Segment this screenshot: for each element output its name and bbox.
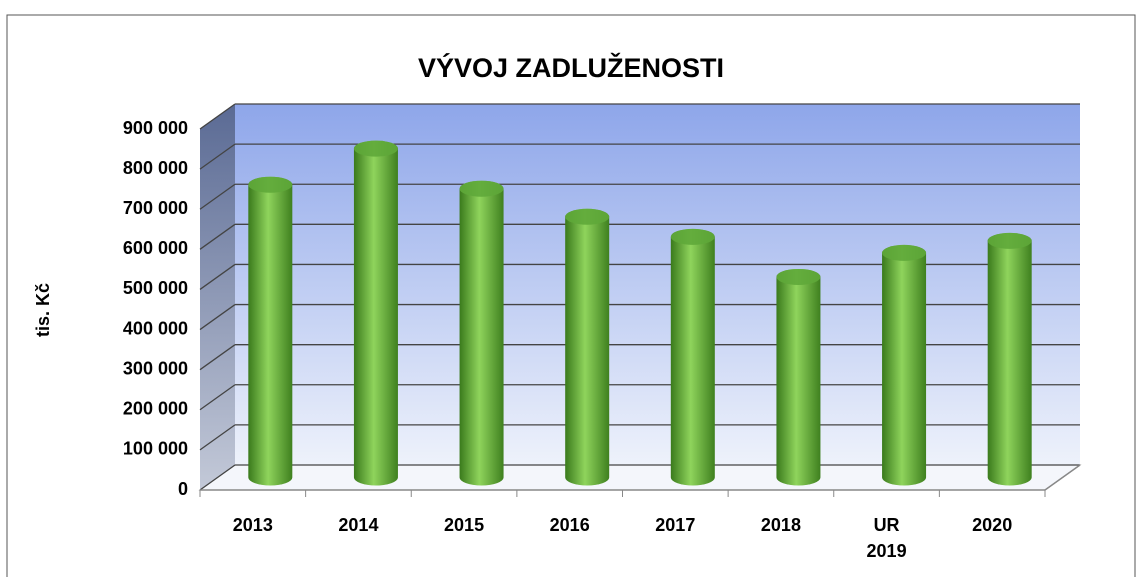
bar-top: [353, 140, 398, 157]
grid-line-side: [199, 263, 236, 290]
frame: [6, 14, 1136, 577]
y-tick-label: 500 000: [123, 278, 188, 298]
grid-line-side: [199, 424, 236, 451]
bar-top: [776, 268, 821, 285]
bar: [248, 176, 293, 486]
x-tick-label: 2018: [760, 515, 801, 535]
y-tick-label: 100 000: [123, 439, 188, 459]
bar-top: [882, 244, 927, 261]
bar-top: [248, 176, 293, 193]
grid-line-side: [199, 103, 236, 130]
x-tick-label: 2015: [444, 515, 485, 535]
grid-line-side: [199, 143, 236, 170]
y-axis-label: tis. Kč: [33, 283, 53, 337]
y-tick-label: 400 000: [123, 318, 188, 338]
side-wall: [200, 104, 235, 490]
floor: [198, 464, 1082, 491]
chart-title: VÝVOJ ZADLUŽENOSTI: [418, 52, 724, 83]
x-tick-label: 2020: [972, 515, 1013, 535]
y-tick-label: 200 000: [123, 399, 188, 419]
y-tick-label: 300 000: [123, 358, 188, 378]
grid-line-side: [199, 223, 236, 250]
grid-line-side: [199, 384, 236, 411]
back-wall: [235, 104, 1080, 465]
grid-line-side: [199, 344, 236, 371]
y-tick-label: 700 000: [123, 198, 188, 218]
x-tick-label: UR 2019: [866, 515, 907, 561]
x-tick-label: 2017: [655, 515, 696, 535]
bar: [459, 180, 504, 486]
bar-top: [459, 180, 504, 197]
x-tick-label: 2013: [232, 515, 273, 535]
bar-top: [670, 228, 715, 245]
x-tick-label: 2016: [549, 515, 590, 535]
bar: [987, 232, 1032, 486]
y-tick-label: 900 000: [123, 118, 188, 138]
bar-top: [565, 208, 610, 225]
bar: [670, 228, 715, 486]
grid-line-side: [199, 183, 236, 210]
y-tick-label: 0: [178, 479, 188, 499]
y-tick-label: 800 000: [123, 158, 188, 178]
grid-line-side: [199, 304, 236, 331]
x-axis-depth: [1044, 464, 1081, 491]
bar: [882, 244, 927, 486]
bar: [353, 140, 398, 486]
bar-top: [987, 232, 1032, 249]
bar: [776, 268, 821, 486]
y-tick-label: 600 000: [123, 238, 188, 258]
x-tick-label: 2014: [338, 515, 379, 535]
grid-line-side: [199, 464, 236, 491]
bar: [565, 208, 610, 486]
